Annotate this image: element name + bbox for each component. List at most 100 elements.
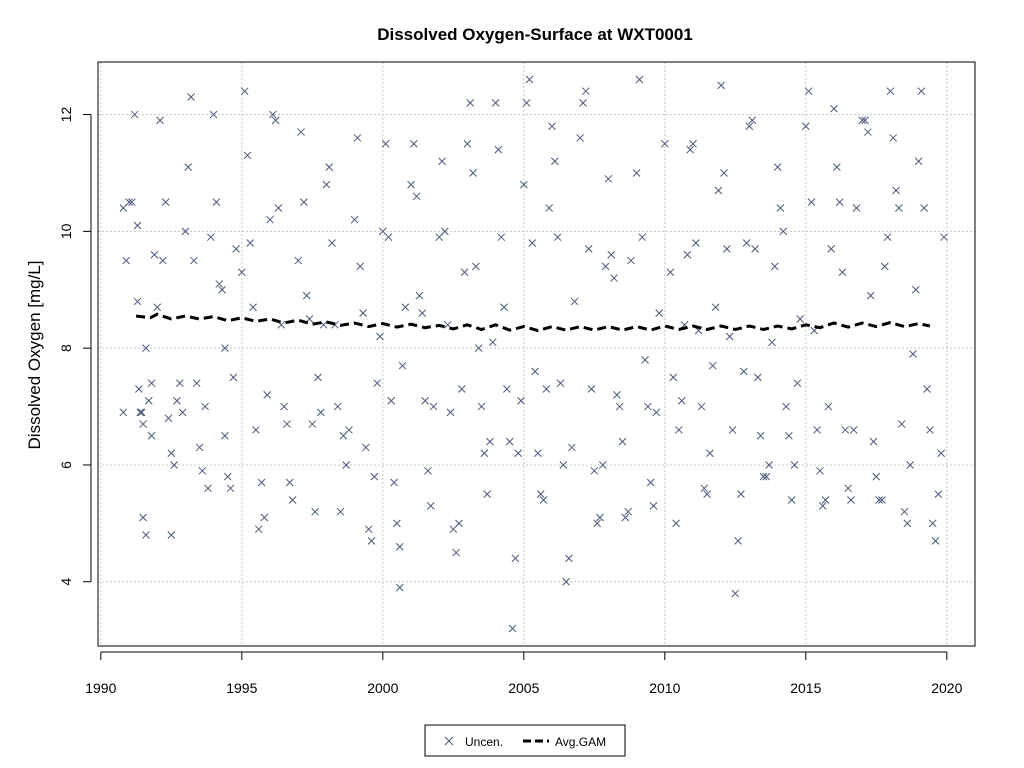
scatter-point <box>596 513 604 522</box>
scatter-point <box>883 233 892 242</box>
y-axis: 4 6 8 10 12 <box>58 107 92 586</box>
scatter-point <box>503 385 511 393</box>
scatter-point <box>137 408 146 417</box>
scatter-point <box>638 233 647 242</box>
scatter-point <box>387 396 396 405</box>
scatter-point <box>909 350 917 358</box>
scatter-point <box>350 215 359 224</box>
scatter-point <box>773 163 782 171</box>
x-axis: 1990 1995 2000 2005 2010 2015 2020 <box>85 651 963 696</box>
scatter-point <box>144 396 153 405</box>
scatter-point <box>660 139 669 148</box>
scatter-point <box>920 204 929 212</box>
scatter-point <box>187 93 195 101</box>
scatter-point <box>370 472 379 481</box>
scatter-point <box>178 408 187 417</box>
gam-line <box>135 312 931 333</box>
scatter-point <box>252 426 260 434</box>
scatter-point <box>731 589 740 598</box>
scatter-point <box>322 180 331 189</box>
y-tick-label: 12 <box>58 107 74 123</box>
scatter-point <box>830 104 838 113</box>
scatter-point <box>221 431 229 440</box>
scatter-point <box>139 420 147 428</box>
scatter-point <box>852 204 861 212</box>
scatter-point <box>880 262 889 271</box>
scatter-point <box>838 268 847 277</box>
y-tick-label: 8 <box>58 344 74 352</box>
scatter-point <box>514 449 523 458</box>
scatter-point <box>745 122 754 131</box>
scatter-point <box>198 466 207 475</box>
y-tick-label: 4 <box>58 578 74 586</box>
scatter-point <box>928 519 937 528</box>
scatter-point <box>849 426 858 434</box>
scatter-point <box>421 396 429 405</box>
scatter-point <box>816 466 824 475</box>
grid <box>98 62 975 646</box>
scatter-point <box>892 186 900 195</box>
scatter-point <box>607 250 616 259</box>
scatter-point <box>415 291 424 300</box>
scatter-point <box>697 402 706 411</box>
scatter-point <box>254 525 263 534</box>
scatter-point <box>725 332 734 341</box>
scatter-point <box>581 87 590 96</box>
scatter-point <box>793 379 802 388</box>
x-tick-label: 2000 <box>367 680 398 696</box>
scatter-point <box>646 478 655 487</box>
scatter-point <box>409 139 418 148</box>
scatter-point <box>469 169 477 177</box>
scatter-point <box>139 513 147 522</box>
scatter-point <box>263 391 272 399</box>
scatter-point <box>390 478 398 487</box>
scatter-point <box>889 134 898 142</box>
scatter-point <box>827 245 836 253</box>
scatter-point <box>587 385 596 393</box>
scatter-point <box>393 519 401 528</box>
scatter-point <box>776 204 785 212</box>
scatter-point <box>562 577 570 586</box>
scatter-point <box>195 443 204 452</box>
y-axis-label: Dissolved Oxygen [mg/L] <box>25 261 44 450</box>
plot-frame <box>97 61 976 647</box>
scatter-point <box>940 233 948 242</box>
scatter-point <box>345 426 353 434</box>
scatter-point <box>824 402 833 411</box>
scatter-point <box>785 431 793 440</box>
scatter-point <box>683 250 692 259</box>
scatter-point <box>212 198 221 207</box>
scatter-point <box>175 379 184 388</box>
scatter-point <box>505 437 514 446</box>
scatter-point <box>534 449 542 458</box>
scatter-point <box>159 256 167 265</box>
scatter-point <box>457 385 466 393</box>
scatter-point <box>751 245 759 253</box>
scatter-point <box>610 274 618 282</box>
scatter-point <box>644 402 652 411</box>
scatter-point <box>832 163 841 171</box>
scatter-point <box>841 426 850 434</box>
scatter-point <box>655 309 664 317</box>
scatter-point <box>914 157 923 166</box>
scatter-point <box>624 507 633 516</box>
scatter-point <box>398 361 407 370</box>
scatter-point <box>796 315 805 323</box>
scatter-point <box>847 496 855 504</box>
scatter-point <box>486 437 494 446</box>
scatter-point <box>412 192 421 201</box>
scatter-point <box>283 420 291 428</box>
scatter-point <box>790 461 799 469</box>
scatter-point <box>336 507 345 516</box>
scatter-point <box>762 472 771 481</box>
scatter-point <box>362 443 370 452</box>
scatter-point <box>895 204 903 212</box>
scatter-point <box>294 256 303 265</box>
scatter-point <box>875 496 883 504</box>
scatter-point <box>590 466 599 475</box>
scatter-point <box>754 373 762 382</box>
scatter-point <box>598 461 607 469</box>
scatter-point <box>285 478 294 487</box>
scatter-point <box>517 396 525 405</box>
scatter-point <box>813 426 821 434</box>
